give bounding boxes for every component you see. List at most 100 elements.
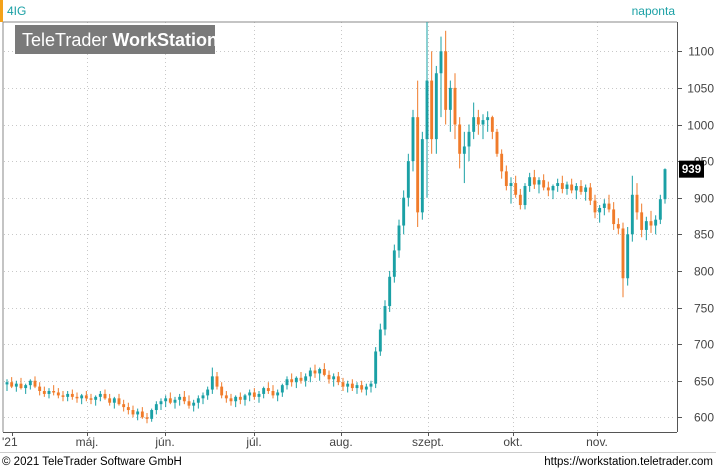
candle-body [476,117,480,125]
y-tick-label: 1050 [687,82,714,96]
candle [588,183,592,206]
candle-body [61,395,65,397]
candle [192,399,196,412]
candle [266,382,270,394]
y-tick-label: 700 [694,338,714,352]
candle [523,183,527,210]
candle [10,377,14,389]
candle [402,190,406,235]
candle [322,363,326,377]
candle [388,270,392,312]
candle-body [556,183,560,186]
candle [243,393,247,406]
candle [644,216,648,241]
y-tick-label: 650 [694,375,714,389]
candle [481,114,485,140]
candle-body [210,376,214,390]
candle [397,219,401,258]
candle [509,177,513,204]
candle [252,388,256,400]
candle [504,165,508,191]
candle [215,371,219,390]
candle-body [299,377,303,381]
candle [42,386,46,397]
candle-body [378,329,382,352]
candle-body [112,398,116,403]
candle [537,177,541,194]
candle [383,300,387,336]
candle [472,102,476,140]
candle-body [532,177,536,185]
candle [434,65,438,154]
x-tick-label: nov. [586,435,608,449]
candle [173,396,177,409]
candle [112,396,116,409]
candle-body [66,393,70,397]
candle [206,386,210,400]
candle-body [392,250,396,277]
candle [439,36,443,118]
candle-body [224,395,228,399]
interval-label[interactable]: naponta [632,4,676,18]
candle [313,364,317,378]
candle-body [462,146,466,154]
candle [458,117,462,169]
x-tick-label: '21 [2,435,18,449]
candle [518,188,522,210]
candle-body [168,398,172,403]
candle [630,175,634,242]
watermark-brand-regular: TeleTrader [22,30,112,50]
candle-body [285,379,289,386]
candle-body [444,51,448,110]
candle-body [350,383,354,389]
candle [462,131,466,184]
website-link[interactable]: https://workstation.teletrader.com [544,456,713,468]
y-tick-label: 1000 [687,119,714,133]
candle [131,405,135,418]
candle [5,379,9,391]
candle-body [658,199,662,220]
candle [24,383,28,394]
candle [210,367,214,394]
candle-body [336,376,340,383]
candle [355,382,359,394]
candle-body [290,379,294,383]
candle [299,371,303,384]
candle [33,376,37,389]
candle [47,388,51,399]
candle-body [47,391,51,394]
x-tick-label: okt. [503,435,522,449]
candle-body [430,80,434,140]
candle-body [234,396,238,402]
candle [560,175,564,194]
candle [318,367,322,381]
candle-body [537,180,541,185]
candle-body [388,276,392,307]
candle-body [10,382,14,387]
watermark-box [15,25,215,54]
candle [238,392,242,405]
candle [145,412,149,424]
candle-body [654,219,658,226]
candle [420,131,424,220]
candle [374,347,378,389]
candle-body [434,73,438,140]
last-value-box [679,160,704,178]
candle-body [103,393,107,399]
candle [532,169,536,189]
candle-body [280,385,284,393]
candle-body [89,398,93,400]
candle-body [304,376,308,381]
candle [19,377,23,390]
candle [542,174,546,191]
candle-body [150,410,154,419]
candle-body [425,80,429,140]
candle-body [369,383,373,387]
candle-body [173,399,177,403]
candle-body [602,203,606,208]
candle [234,395,238,408]
candle [579,180,583,195]
candle-body [70,393,74,397]
candle [635,183,639,220]
candle [14,380,18,392]
